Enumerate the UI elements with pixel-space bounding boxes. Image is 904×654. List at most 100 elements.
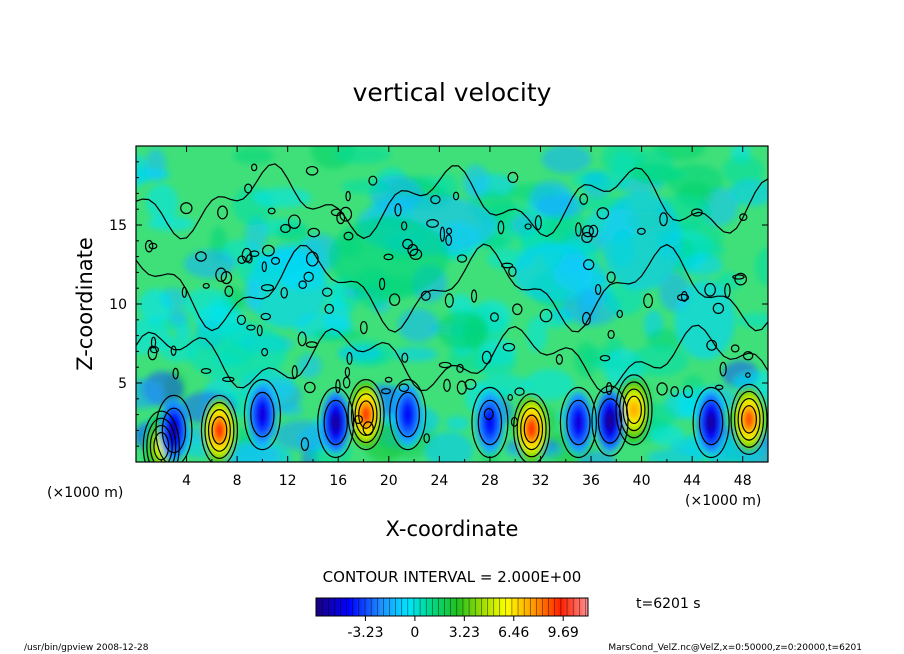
contour-small [510, 416, 518, 428]
colorbar-ticks: -3.23 0 3.23 6.46 9.69 [347, 616, 579, 641]
contour-small [180, 202, 193, 215]
contour-small [456, 254, 468, 263]
contour-small [224, 285, 234, 297]
field-patch [474, 347, 516, 377]
colorbar-tick-label: 6.46 [498, 625, 529, 641]
feature-cell [707, 414, 716, 431]
contour-ring [358, 400, 374, 429]
contour-small [250, 163, 258, 172]
contour-small [443, 378, 451, 392]
contour-ring [211, 416, 228, 445]
contour-small [147, 345, 158, 361]
feature-cell [331, 414, 340, 431]
contour-small [150, 336, 157, 349]
contour-ring [161, 407, 187, 454]
field-patch [183, 288, 232, 319]
contour-ring [737, 397, 761, 441]
contour-ring [243, 379, 281, 451]
contour-small [362, 421, 374, 436]
contour-small [378, 277, 386, 291]
contour-small [507, 394, 514, 401]
contour-small [195, 251, 207, 262]
contour-ring [207, 409, 231, 452]
contour-ring [523, 414, 540, 444]
contour-small [704, 282, 716, 297]
y-tick-label: 10 [109, 297, 127, 313]
contour-lines [136, 163, 768, 462]
x-unit-left: (×1000 m) [47, 485, 123, 501]
contour-small [220, 270, 233, 285]
contour-small [261, 244, 275, 257]
contour-small [444, 293, 454, 308]
field-patch [604, 284, 644, 316]
y-tick-label: 5 [118, 376, 127, 392]
field-patch [326, 280, 345, 311]
contour-small [420, 290, 431, 301]
contour-small [691, 208, 703, 217]
field-patch [755, 248, 768, 286]
field-blob [247, 248, 328, 329]
contour-small [394, 203, 402, 217]
field-patch [536, 194, 585, 218]
contour-small [439, 226, 446, 242]
field-patch [540, 307, 572, 329]
feature-cell [403, 406, 412, 423]
contour-small [539, 308, 553, 323]
field-blob [674, 279, 735, 360]
contour-small [245, 254, 253, 264]
x-tick-label: 28 [481, 473, 499, 489]
field-patch [276, 222, 310, 242]
contour-ring [559, 386, 598, 459]
contour-ring [622, 388, 646, 432]
contour-small [144, 239, 154, 253]
field-blob [328, 216, 449, 297]
field-patch [340, 179, 390, 195]
x-tick-label: 36 [582, 473, 600, 489]
contour-small [581, 225, 594, 238]
contour-small [280, 223, 291, 234]
contour-ring [566, 399, 591, 446]
contour-small [246, 324, 256, 331]
contour-small [335, 379, 341, 394]
contour-small [724, 283, 731, 298]
field-blob [601, 190, 682, 291]
field-patch [445, 416, 470, 431]
contour-small [344, 366, 351, 378]
field-patch [735, 313, 768, 328]
field-patch [630, 163, 679, 185]
contour-small [297, 331, 307, 347]
contour-small [303, 271, 314, 283]
contour-small [438, 361, 452, 369]
colorbar-tick-label: -3.23 [347, 625, 383, 641]
feature-cell [361, 406, 371, 423]
contour-small [594, 283, 602, 296]
contour-small [599, 354, 611, 362]
contour-small [345, 190, 351, 202]
footer-right: MarsCond_VelZ.nc@VelZ,x=0:50000,z=0:2000… [608, 643, 862, 653]
contour-ring [597, 398, 623, 444]
contour-ring [250, 391, 275, 438]
contour-small [719, 361, 727, 377]
contour-small [170, 345, 177, 356]
field-blob [513, 242, 594, 303]
contour-small [200, 368, 212, 374]
field-patch [631, 344, 689, 377]
contour-ring [347, 379, 385, 451]
contour-small [656, 382, 668, 396]
field-patch [146, 184, 179, 222]
contour-small [452, 191, 460, 201]
feature-cell [214, 422, 224, 439]
y-tick-label: 15 [109, 218, 127, 234]
field-patch [245, 215, 268, 254]
field-patch [601, 146, 645, 176]
contour-small [588, 224, 599, 238]
contour-small [534, 215, 542, 231]
contour-small [497, 220, 505, 235]
x-tick-label: 32 [532, 473, 550, 489]
colorbar-gradient [315, 597, 589, 617]
time-label: t=6201 s [636, 596, 701, 612]
y-axis-label: Z-coordinate [73, 237, 97, 371]
feature-cell [527, 420, 537, 437]
contour-ring [395, 391, 420, 438]
contour-ring [730, 383, 768, 455]
